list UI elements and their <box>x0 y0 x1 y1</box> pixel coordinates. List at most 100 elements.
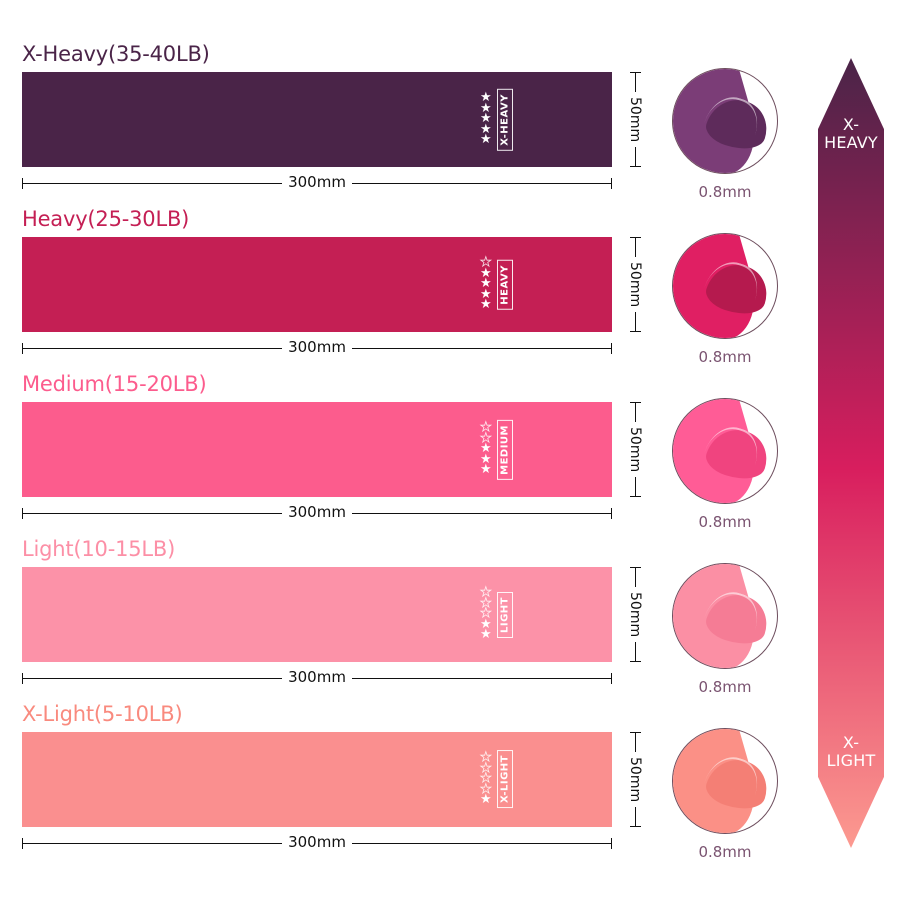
dimension-line-left <box>23 842 283 844</box>
arrow-bottom-label-line1: X- <box>842 733 860 753</box>
band-level-label: X-HEAVY <box>496 88 513 151</box>
star-empty-icon: ★ <box>480 254 492 270</box>
dimension-tick-right <box>611 837 613 849</box>
dimension-tick-bottom <box>629 331 641 332</box>
star-rating: ★ ★ ★ ★ ★ <box>480 419 492 478</box>
dimension-tick-right <box>611 507 613 519</box>
dimension-tick-bottom <box>629 661 641 662</box>
star-filled-icon: ★ <box>480 265 492 281</box>
dimension-line-bottom <box>634 147 636 166</box>
length-value: 300mm <box>288 503 346 521</box>
dimension-tick-right <box>611 342 613 354</box>
star-filled-icon: ★ <box>480 121 492 137</box>
detail-circle <box>672 563 778 669</box>
band-swatch: ★ ★ ★ ★ ★ LIGHT <box>22 567 612 662</box>
band-level-label: MEDIUM <box>496 419 513 480</box>
dimension-line-bottom <box>634 477 636 496</box>
length-dimension: 300mm <box>22 173 613 193</box>
length-value: 300mm <box>288 338 346 356</box>
dimension-tick-left <box>22 342 23 354</box>
dimension-line-bottom <box>634 642 636 661</box>
band-swatch: ★ ★ ★ ★ ★ X-LIGHT <box>22 732 612 827</box>
band-swatch: ★ ★ ★ ★ ★ X-HEAVY <box>22 72 612 167</box>
star-empty-icon: ★ <box>480 584 492 600</box>
band-level-label: LIGHT <box>496 591 513 638</box>
thickness-detail-inset: 0.8mm <box>668 398 782 531</box>
width-value: 50mm <box>627 591 643 638</box>
band-marking: ★ ★ ★ ★ ★ X-HEAVY <box>480 80 513 160</box>
band-marking: ★ ★ ★ ★ ★ HEAVY <box>480 245 513 325</box>
width-value: 50mm <box>627 261 643 308</box>
width-value: 50mm <box>627 426 643 473</box>
star-empty-icon: ★ <box>480 606 492 622</box>
star-filled-icon: ★ <box>480 462 492 478</box>
arrow-bottom-label-line2: LIGHT <box>826 751 876 771</box>
band-level-label: X-LIGHT <box>496 750 513 809</box>
dimension-tick-bottom <box>629 166 641 167</box>
width-dimension: 50mm <box>624 237 646 332</box>
dimension-tick-left <box>22 837 23 849</box>
arrow-top-label-line1: X- <box>842 115 860 134</box>
star-filled-icon: ★ <box>480 100 492 116</box>
dimension-line-right <box>351 347 612 349</box>
thickness-detail-inset: 0.8mm <box>668 728 782 861</box>
dimension-line-top <box>634 238 636 257</box>
thickness-value: 0.8mm <box>698 348 752 366</box>
detail-circle <box>672 68 778 174</box>
thickness-detail-inset: 0.8mm <box>668 68 782 201</box>
dimension-tick-right <box>611 672 613 684</box>
dimension-line-right <box>351 842 612 844</box>
star-filled-icon: ★ <box>480 451 492 467</box>
width-dimension: 50mm <box>624 567 646 662</box>
dimension-line-top <box>634 403 636 422</box>
band-title: Light(10-15LB) <box>22 537 176 561</box>
thickness-value: 0.8mm <box>698 513 752 531</box>
dimension-tick-top <box>629 567 641 568</box>
dimension-line-right <box>351 182 612 184</box>
dimension-tick-left <box>22 507 23 519</box>
star-rating: ★ ★ ★ ★ ★ <box>480 91 492 146</box>
dimension-tick-left <box>22 177 23 189</box>
length-dimension: 300mm <box>22 668 613 688</box>
width-value: 50mm <box>627 756 643 803</box>
band-marking: ★ ★ ★ ★ ★ X-LIGHT <box>480 740 513 820</box>
band-marking: ★ ★ ★ ★ ★ MEDIUM <box>480 410 513 490</box>
star-filled-icon: ★ <box>480 297 492 313</box>
star-rating: ★ ★ ★ ★ ★ <box>480 584 492 643</box>
dimension-line-right <box>351 677 612 679</box>
resistance-scale-arrow: X- HEAVY X- LIGHT <box>818 58 884 848</box>
thickness-value: 0.8mm <box>698 678 752 696</box>
star-filled-icon: ★ <box>480 286 492 302</box>
length-value: 300mm <box>288 173 346 191</box>
dimension-tick-top <box>629 237 641 238</box>
star-filled-icon: ★ <box>480 441 492 457</box>
dimension-line-top <box>634 568 636 587</box>
star-filled-icon: ★ <box>480 111 492 127</box>
thickness-detail-inset: 0.8mm <box>668 233 782 366</box>
width-dimension: 50mm <box>624 732 646 827</box>
star-rating: ★ ★ ★ ★ ★ <box>480 254 492 313</box>
dimension-line-left <box>23 512 283 514</box>
star-empty-icon: ★ <box>480 430 492 446</box>
dimension-line-top <box>634 73 636 92</box>
length-dimension: 300mm <box>22 503 613 523</box>
length-value: 300mm <box>288 668 346 686</box>
star-empty-icon: ★ <box>480 595 492 611</box>
star-empty-icon: ★ <box>480 419 492 435</box>
length-value: 300mm <box>288 833 346 851</box>
detail-circle <box>672 398 778 504</box>
width-dimension: 50mm <box>624 72 646 167</box>
band-title: Heavy(25-30LB) <box>22 207 190 231</box>
star-empty-icon: ★ <box>480 781 492 797</box>
star-filled-icon: ★ <box>480 616 492 632</box>
dimension-line-bottom <box>634 807 636 826</box>
band-title: X-Light(5-10LB) <box>22 702 183 726</box>
arrow-top-label-line2: HEAVY <box>824 132 878 152</box>
band-marking: ★ ★ ★ ★ ★ LIGHT <box>480 575 513 655</box>
star-filled-icon: ★ <box>480 627 492 643</box>
dimension-tick-top <box>629 72 641 73</box>
band-title: Medium(15-20LB) <box>22 372 207 396</box>
star-filled-icon: ★ <box>480 792 492 808</box>
thickness-detail-inset: 0.8mm <box>668 563 782 696</box>
arrow-bottom-label: X- LIGHT <box>818 734 884 770</box>
